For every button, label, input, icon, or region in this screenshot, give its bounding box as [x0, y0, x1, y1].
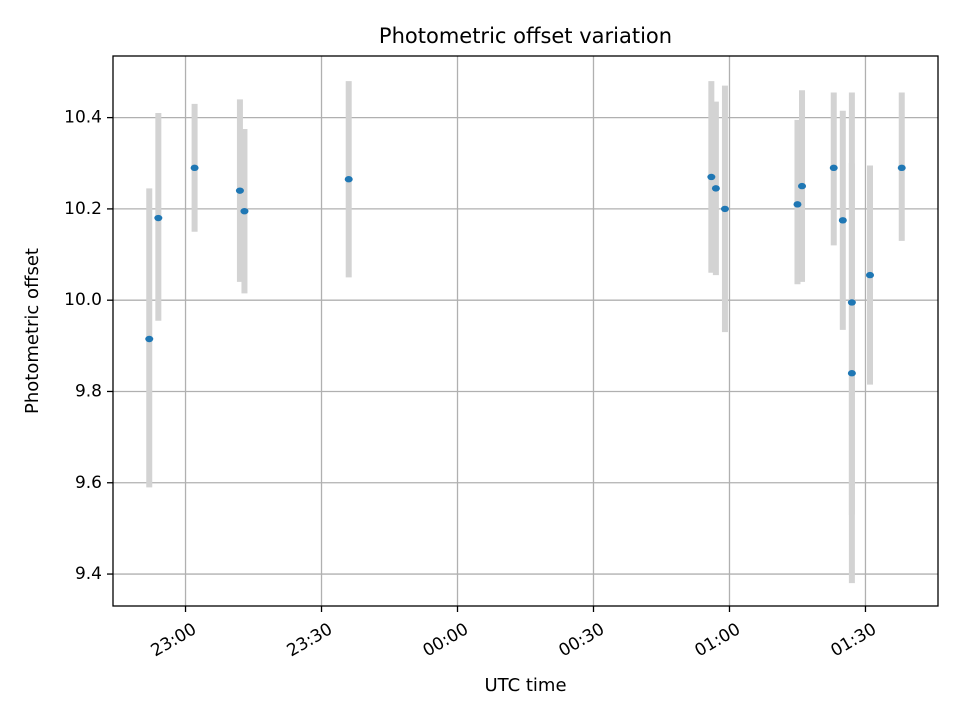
y-tick-label: 10.0	[64, 290, 102, 310]
data-points	[145, 164, 906, 377]
data-point	[145, 335, 154, 343]
data-point	[235, 187, 244, 194]
data-point	[798, 182, 807, 190]
y-tick-label: 9.8	[75, 381, 102, 401]
data-point	[711, 185, 720, 192]
data-point	[190, 164, 199, 172]
x-tick-label: 23:30	[284, 619, 336, 661]
x-axis-label: UTC time	[484, 675, 566, 696]
y-tick-label: 9.4	[75, 564, 102, 584]
data-point	[866, 271, 875, 279]
x-axis-ticks: 23:00 23:30 00:00 00:30 01:00 01:30	[148, 606, 880, 661]
x-tick-label: 23:00	[148, 619, 200, 661]
data-point	[154, 214, 163, 222]
data-point	[847, 370, 856, 377]
y-tick-label: 10.2	[64, 199, 102, 219]
y-axis-label: Photometric offset	[22, 248, 43, 414]
y-axis-ticks: 9.4 9.6 9.8 10.0 10.2 10.4	[64, 108, 113, 584]
data-point	[829, 164, 838, 172]
chart-title: Photometric offset variation	[379, 24, 672, 48]
error-bars	[146, 81, 905, 584]
data-point	[793, 201, 802, 208]
grid	[113, 56, 938, 606]
data-point	[707, 173, 716, 181]
data-point	[897, 164, 906, 172]
y-tick-label: 9.6	[75, 473, 102, 493]
data-point	[838, 217, 847, 224]
y-tick-label: 10.4	[64, 108, 102, 128]
plot-frame	[112, 55, 939, 607]
data-point	[344, 176, 353, 183]
x-tick-label: 00:30	[556, 619, 608, 661]
data-point	[240, 207, 249, 215]
x-tick-label: 01:30	[828, 619, 880, 661]
data-point	[720, 205, 729, 213]
x-tick-label: 01:00	[692, 619, 744, 661]
x-tick-label: 00:00	[420, 619, 472, 661]
data-point	[847, 299, 856, 306]
